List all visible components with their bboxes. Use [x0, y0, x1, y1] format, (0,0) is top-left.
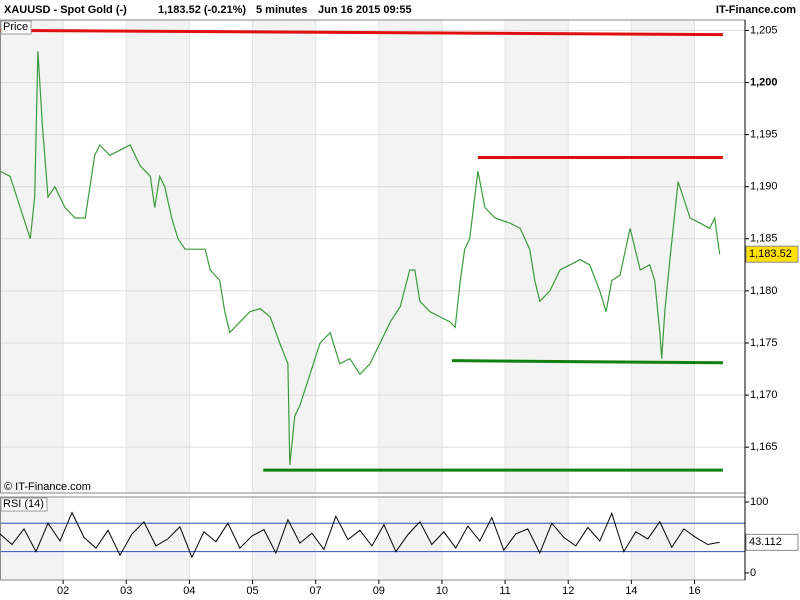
day-stripe	[252, 20, 316, 493]
quote: 1,183.52 (-0.21%)	[158, 4, 246, 16]
day-stripe	[631, 20, 695, 493]
day-stripe	[378, 20, 442, 493]
plot-layer: 1,165 1,170 1,175 1,180 1,185 1,190 1,195 1,200…	[0, 19, 799, 597]
x-tick-label: 16	[688, 585, 700, 597]
last-value-box	[745, 533, 799, 551]
day-stripe	[505, 20, 569, 493]
x-tick-label: 09	[373, 585, 385, 597]
x-tick-label: 14	[625, 585, 637, 597]
day-stripe	[505, 497, 569, 580]
y-tick-label: 100	[750, 496, 768, 508]
y-tick-label: 1,185	[750, 233, 778, 245]
last-value-label: 43.112	[749, 536, 782, 548]
trend-line	[452, 359, 723, 365]
copyright: © IT-Finance.com	[4, 481, 91, 493]
day-stripe	[378, 497, 442, 580]
y-tick-label: 0	[750, 567, 756, 579]
x-tick-label: 10	[436, 585, 448, 597]
panel-label: RSI (14)	[3, 498, 44, 510]
last-value-label: 1,183.52	[749, 248, 792, 260]
y-tick-label: 1,195	[750, 129, 778, 141]
x-tick-label: 07	[310, 585, 322, 597]
day-stripe	[126, 497, 190, 580]
y-tick-label: 1,190	[750, 181, 778, 193]
price-line	[0, 51, 721, 465]
price-line	[0, 511, 720, 559]
panel-label: Price	[3, 21, 28, 33]
x-tick-label: 12	[562, 585, 574, 597]
chart-title: XAUUSD - Spot Gold (-)	[4, 4, 127, 16]
x-tick-label: 03	[120, 585, 132, 597]
y-tick-label: 1,170	[750, 389, 778, 401]
x-tick-label: 02	[57, 585, 69, 597]
panel-label-box	[0, 20, 32, 35]
day-stripe	[631, 497, 695, 580]
trend-line	[0, 28, 723, 37]
last-value-box	[745, 245, 799, 263]
y-tick-label: 1,205	[750, 24, 778, 36]
y-tick-label: 1,180	[750, 285, 778, 297]
source: IT-Finance.com	[716, 4, 796, 16]
date: Jun 16 2015 09:55	[318, 4, 412, 16]
y-tick-label: 1,200	[750, 76, 778, 88]
panel-label-box	[0, 497, 48, 512]
y-tick-label: 1,165	[750, 441, 778, 453]
x-tick-label: 04	[183, 585, 195, 597]
day-stripe	[126, 20, 190, 493]
y-tick-label: 1,175	[750, 337, 778, 349]
day-stripe	[0, 20, 64, 493]
x-tick-label: 11	[499, 585, 510, 597]
x-tick-label: 05	[246, 585, 258, 597]
interval: 5 minutes	[256, 4, 307, 16]
